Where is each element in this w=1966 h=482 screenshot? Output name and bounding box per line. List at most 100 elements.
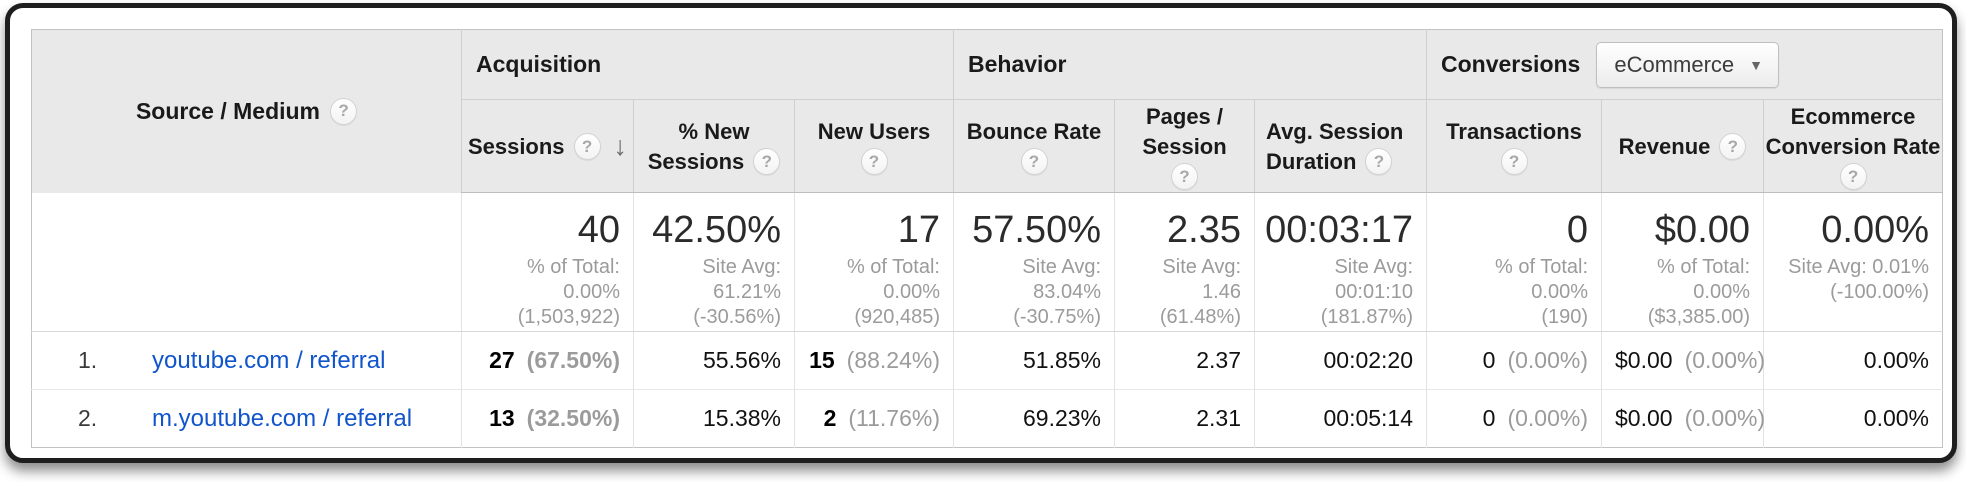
sessions-cell: 27 (67.50%) — [461, 331, 634, 390]
table-row: 2. m.youtube.com / referral 13 (32.50%) 15… — [31, 389, 1943, 448]
new-users-percent: (11.76%) — [848, 405, 940, 431]
summary-pages-session-value: 2.35 — [1167, 209, 1241, 251]
pages-session-cell: 2.37 — [1114, 331, 1255, 390]
sessions-header-label: Sessions — [467, 133, 565, 159]
source-medium-label: Source / Medium — [135, 97, 321, 124]
transactions-percent: (0.00%) — [1507, 347, 1589, 373]
avg-session-header-line2: Duration — [1266, 148, 1357, 174]
avg-session-header-line1: Avg. Session — [1266, 118, 1404, 144]
help-icon[interactable] — [573, 132, 601, 160]
help-icon[interactable] — [1171, 162, 1198, 190]
column-header-pages-session[interactable]: Pages / Session — [1114, 99, 1255, 193]
new-users-header-label: New Users — [817, 118, 931, 144]
revenue-value: $0.00 — [1615, 347, 1673, 373]
sessions-value: 13 — [489, 405, 515, 431]
help-icon[interactable] — [1839, 162, 1867, 190]
pages-session-value: 2.31 — [1196, 405, 1241, 431]
column-header-new-sessions[interactable]: % New Sessions — [633, 99, 795, 193]
revenue-value: $0.00 — [1615, 405, 1673, 431]
summary-bounce-rate-subtext: Site Avg: 83.04% (-30.75%) — [1013, 256, 1101, 328]
summary-new-users: 17 % of Total: 0.00% (920,485) — [794, 192, 954, 332]
summary-sessions-value: 40 — [577, 209, 620, 251]
help-icon[interactable] — [860, 147, 888, 175]
help-icon[interactable] — [330, 97, 358, 125]
column-header-source-medium[interactable]: Source / Medium — [31, 29, 462, 193]
sessions-cell: 13 (32.50%) — [461, 389, 634, 448]
caret-down-icon: ▼ — [1749, 56, 1764, 73]
summary-ecommerce-rate: 0.00% Site Avg: 0.01% (-100.00%) — [1763, 192, 1943, 332]
column-header-new-users[interactable]: New Users — [794, 99, 954, 193]
help-icon[interactable] — [1500, 147, 1528, 175]
transactions-header-label: Transactions — [1446, 118, 1582, 144]
help-icon[interactable] — [753, 147, 781, 175]
row-rank: 1. — [78, 346, 98, 373]
summary-revenue-subtext: % of Total: 0.00% ($3,385.00) — [1647, 256, 1751, 328]
new-sessions-cell: 55.56% — [633, 331, 795, 390]
bounce-rate-header-label: Bounce Rate — [966, 118, 1102, 144]
sort-descending-icon: ↓ — [613, 130, 628, 161]
sessions-percent: (67.50%) — [526, 347, 620, 373]
ecommerce-rate-value: 0.00% — [1863, 405, 1930, 431]
new-sessions-header-line1: % New — [678, 118, 750, 144]
transactions-value: 0 — [1482, 405, 1496, 431]
summary-transactions-value: 0 — [1566, 209, 1589, 251]
summary-new-users-subtext: % of Total: 0.00% (920,485) — [846, 256, 940, 328]
column-header-avg-session-duration[interactable]: Avg. Session Duration — [1253, 99, 1427, 193]
column-header-bounce-rate[interactable]: Bounce Rate — [953, 99, 1115, 193]
summary-transactions-subtext: % of Total: 0.00% (190) — [1494, 256, 1589, 328]
source-medium-cell: 2. m.youtube.com / referral — [31, 389, 462, 448]
summary-source-medium-cell — [31, 192, 462, 332]
group-header-conversions: Conversions eCommerce ▼ — [1426, 29, 1943, 100]
source-medium-cell: 1. youtube.com / referral — [31, 331, 462, 390]
new-users-cell: 2 (11.76%) — [794, 389, 954, 448]
ecommerce-rate-header-line2: Conversion Rate — [1765, 133, 1941, 159]
summary-transactions: 0 % of Total: 0.00% (190) — [1426, 192, 1602, 332]
avg-duration-value: 00:05:14 — [1323, 405, 1414, 431]
revenue-cell: $0.00 (0.00%) — [1601, 331, 1766, 390]
column-header-transactions[interactable]: Transactions — [1426, 99, 1602, 193]
source-medium-link[interactable]: m.youtube.com / referral — [152, 404, 413, 432]
avg-duration-cell: 00:05:14 — [1253, 389, 1427, 448]
help-icon[interactable] — [1020, 147, 1048, 175]
new-sessions-value: 15.38% — [702, 405, 781, 431]
sessions-value: 27 — [489, 347, 515, 373]
transactions-percent: (0.00%) — [1507, 405, 1589, 431]
revenue-percent: (0.00%) — [1684, 347, 1766, 373]
source-medium-table: Source / Medium Acquisition Behavior Con… — [31, 29, 1944, 448]
summary-new-sessions: 42.50% Site Avg: 61.21% (-30.56%) — [633, 192, 795, 332]
summary-new-users-value: 17 — [897, 209, 940, 251]
summary-ecommerce-rate-value: 0.00% — [1821, 209, 1930, 251]
avg-duration-cell: 00:02:20 — [1253, 331, 1427, 390]
revenue-cell: $0.00 (0.00%) — [1601, 389, 1766, 448]
bounce-rate-cell: 51.85% — [953, 331, 1115, 390]
summary-sessions: 40 % of Total: 0.00% (1,503,922) — [461, 192, 634, 332]
help-icon[interactable] — [1719, 132, 1747, 160]
column-header-revenue[interactable]: Revenue — [1601, 99, 1764, 193]
ecommerce-rate-header-line1: Ecommerce — [1790, 103, 1916, 129]
ecommerce-rate-cell: 0.00% — [1763, 331, 1943, 390]
column-header-ecommerce-conversion-rate[interactable]: Ecommerce Conversion Rate — [1763, 99, 1943, 193]
summary-new-sessions-value: 42.50% — [652, 209, 781, 251]
revenue-header-label: Revenue — [1618, 133, 1711, 159]
summary-avg-duration-subtext: Site Avg: 00:01:10 (181.87%) — [1320, 256, 1414, 328]
ecommerce-dropdown[interactable]: eCommerce ▼ — [1596, 41, 1780, 88]
group-header-behavior: Behavior — [952, 29, 1427, 100]
summary-avg-session-duration: 00:03:17 Site Avg: 00:01:10 (181.87%) — [1253, 192, 1427, 332]
bounce-rate-cell: 69.23% — [953, 389, 1115, 448]
acquisition-label: Acquisition — [476, 51, 602, 77]
row-rank: 2. — [78, 404, 98, 431]
ecommerce-dropdown-value: eCommerce — [1614, 51, 1735, 77]
pages-session-value: 2.37 — [1196, 347, 1241, 373]
transactions-value: 0 — [1482, 347, 1496, 373]
summary-pages-session-subtext: Site Avg: 1.46 (61.48%) — [1159, 256, 1241, 328]
pages-session-cell: 2.31 — [1114, 389, 1255, 448]
transactions-cell: 0 (0.00%) — [1426, 331, 1602, 390]
screenshot-frame: Source / Medium Acquisition Behavior Con… — [5, 3, 1957, 463]
revenue-percent: (0.00%) — [1684, 405, 1766, 431]
help-icon[interactable] — [1365, 147, 1393, 175]
source-medium-link[interactable]: youtube.com / referral — [152, 346, 386, 374]
avg-duration-value: 00:02:20 — [1323, 347, 1414, 373]
new-sessions-cell: 15.38% — [633, 389, 795, 448]
group-header-acquisition: Acquisition — [461, 29, 954, 100]
column-header-sessions[interactable]: Sessions ↓ — [461, 99, 634, 193]
